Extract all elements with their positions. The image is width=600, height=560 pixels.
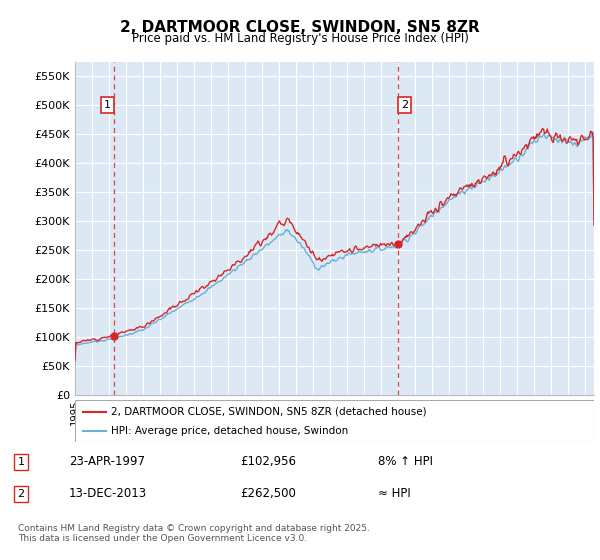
Text: 2, DARTMOOR CLOSE, SWINDON, SN5 8ZR: 2, DARTMOOR CLOSE, SWINDON, SN5 8ZR (120, 20, 480, 35)
Text: 2: 2 (17, 489, 25, 499)
Text: Contains HM Land Registry data © Crown copyright and database right 2025.
This d: Contains HM Land Registry data © Crown c… (18, 524, 370, 543)
Text: HPI: Average price, detached house, Swindon: HPI: Average price, detached house, Swin… (112, 426, 349, 436)
Text: 8% ↑ HPI: 8% ↑ HPI (378, 455, 433, 469)
FancyBboxPatch shape (75, 400, 594, 442)
Text: 23-APR-1997: 23-APR-1997 (69, 455, 145, 469)
Text: 1: 1 (17, 457, 25, 467)
Text: £262,500: £262,500 (240, 487, 296, 501)
Text: 2, DARTMOOR CLOSE, SWINDON, SN5 8ZR (detached house): 2, DARTMOOR CLOSE, SWINDON, SN5 8ZR (det… (112, 407, 427, 417)
Text: ≈ HPI: ≈ HPI (378, 487, 411, 501)
Text: £102,956: £102,956 (240, 455, 296, 469)
Text: 2: 2 (401, 100, 408, 110)
Text: 13-DEC-2013: 13-DEC-2013 (69, 487, 147, 501)
Text: Price paid vs. HM Land Registry's House Price Index (HPI): Price paid vs. HM Land Registry's House … (131, 32, 469, 45)
Text: 1: 1 (104, 100, 111, 110)
